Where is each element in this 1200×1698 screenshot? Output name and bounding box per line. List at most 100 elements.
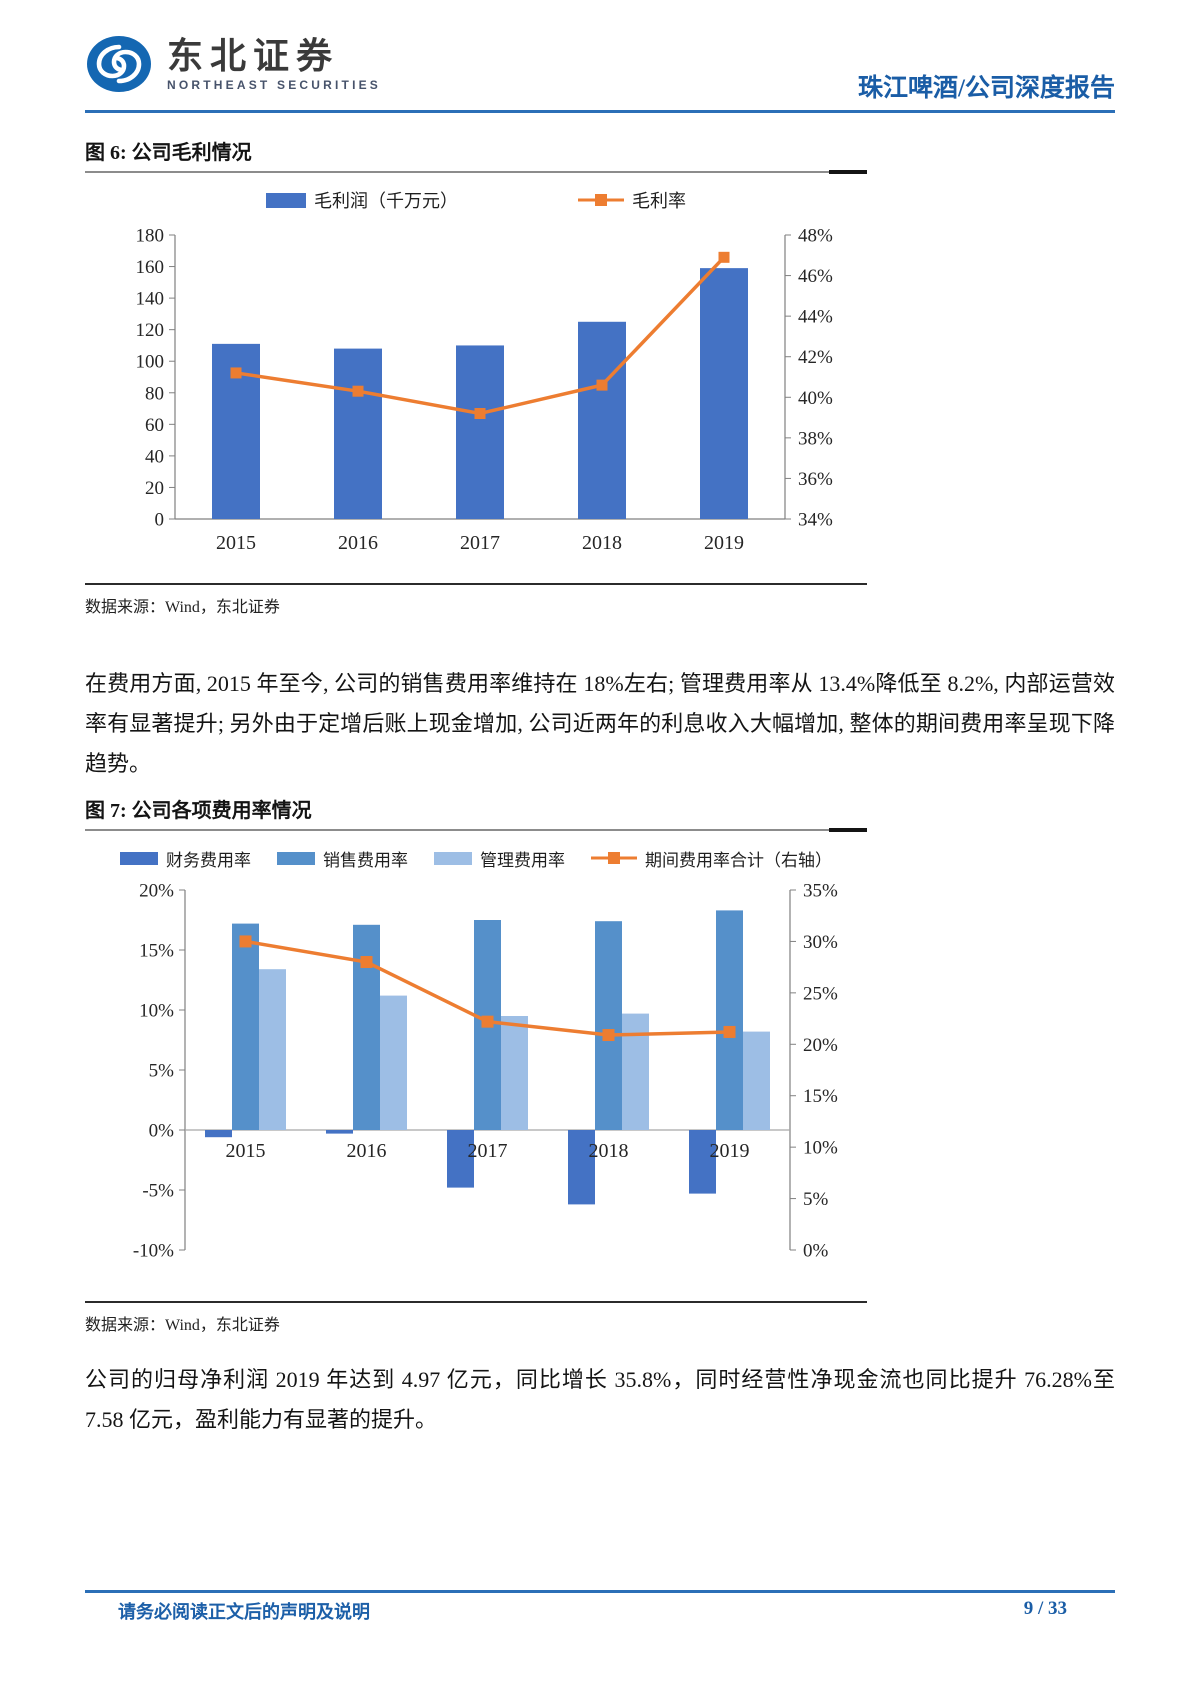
bar bbox=[578, 321, 626, 519]
bar bbox=[595, 921, 622, 1130]
line-marker bbox=[230, 367, 242, 379]
figure6-chart: 0 20 40 60 80 100 120 140 160 180 34% 36% 38% 40% 42% 4… bbox=[136, 226, 834, 555]
page-footer: 请务必阅读正文后的声明及说明 9 / 33 bbox=[85, 1598, 1115, 1624]
right-axis-label: 0% bbox=[803, 1241, 829, 1262]
line-marker bbox=[474, 408, 486, 420]
left-axis-label: 40 bbox=[145, 446, 164, 467]
right-axis-label: 42% bbox=[798, 347, 833, 368]
right-axis-label: 38% bbox=[798, 428, 833, 449]
left-axis-label: 0% bbox=[149, 1121, 175, 1142]
figure7-title: 图 7: 公司各项费用率情况 bbox=[85, 800, 312, 822]
line-marker bbox=[718, 251, 730, 263]
bar bbox=[326, 1130, 353, 1134]
legend-line-marker bbox=[608, 852, 620, 864]
x-axis-label: 2019 bbox=[704, 532, 744, 554]
x-axis-label: 2018 bbox=[589, 1140, 629, 1162]
x-axis-label: 2017 bbox=[460, 532, 500, 554]
left-axis-label: 100 bbox=[136, 352, 165, 373]
legend-bar-swatch bbox=[266, 192, 306, 208]
left-axis-label: 180 bbox=[136, 226, 165, 247]
line-marker bbox=[360, 956, 373, 968]
logo-name-en: NORTHEAST SECURITIES bbox=[167, 78, 382, 92]
right-axis-label: 15% bbox=[803, 1086, 838, 1107]
figure6-title: 图 6: 公司毛利情况 bbox=[85, 142, 252, 164]
x-axis-label: 2016 bbox=[347, 1140, 387, 1162]
bar bbox=[743, 1031, 770, 1130]
legend-item: 财务费用率 bbox=[120, 846, 251, 871]
line-marker bbox=[723, 1025, 736, 1038]
page-header: 东北证券 NORTHEAST SECURITIES 珠江啤酒/公司深度报告 bbox=[85, 34, 1115, 108]
legend-label: 销售费用率 bbox=[323, 850, 408, 870]
line-marker bbox=[481, 1015, 494, 1028]
figure7-legend: 财务费用率 销售费用率 管理费用率 期间费用率合计（右轴） bbox=[85, 845, 867, 871]
bar bbox=[232, 923, 259, 1130]
right-axis-label: 5% bbox=[803, 1189, 829, 1210]
figure6-source: 数据来源：Wind，东北证券 bbox=[85, 599, 280, 616]
left-axis-label: 10% bbox=[139, 1001, 174, 1022]
legend-item: 销售费用率 bbox=[277, 846, 408, 871]
bar bbox=[700, 268, 748, 519]
figure6-legend: 毛利润（千万元） 毛利率 bbox=[85, 187, 867, 213]
bar bbox=[334, 348, 382, 519]
body-paragraph-profit: 公司的归母净利润 2019 年达到 4.97 亿元，同比增长 35.8%，同时经… bbox=[85, 1367, 1115, 1432]
bar bbox=[716, 910, 743, 1130]
bar bbox=[568, 1130, 595, 1205]
left-axis-label: 20% bbox=[139, 881, 174, 902]
bar bbox=[259, 969, 286, 1130]
left-axis-label: 20 bbox=[145, 478, 164, 499]
rule-end-dash bbox=[829, 828, 867, 832]
body-paragraph-expenses: 在费用方面, 2015 年至今, 公司的销售费用率维持在 18%左右; 管理费用… bbox=[85, 671, 1115, 776]
left-axis-label: 60 bbox=[145, 415, 164, 436]
legend-label: 财务费用率 bbox=[166, 850, 251, 870]
right-axis-label: 20% bbox=[803, 1035, 838, 1056]
figure7-title-rule bbox=[85, 828, 867, 832]
right-axis-label: 35% bbox=[803, 881, 838, 902]
left-axis-label: 160 bbox=[136, 257, 165, 278]
right-axis-label: 48% bbox=[798, 226, 833, 247]
line-marker bbox=[239, 935, 252, 948]
figure7-source-rule bbox=[85, 1301, 867, 1303]
rule-end-dash bbox=[829, 170, 867, 174]
legend-bar-swatch bbox=[277, 851, 315, 865]
logo-name-cn: 东北证券 bbox=[167, 35, 340, 76]
page-number: 9 / 33 bbox=[1023, 1598, 1067, 1619]
legend-item: 管理费用率 bbox=[434, 846, 565, 871]
line-marker bbox=[596, 379, 608, 391]
legend-label: 毛利润（千万元） bbox=[314, 191, 458, 211]
left-axis-label: 80 bbox=[145, 383, 164, 404]
legend-label: 毛利率 bbox=[632, 191, 686, 211]
footer-disclaimer: 请务必阅读正文后的声明及说明 bbox=[118, 1602, 370, 1622]
bar bbox=[622, 1013, 649, 1130]
legend-item: 毛利率 bbox=[578, 187, 686, 213]
right-axis-label: 40% bbox=[798, 388, 833, 409]
x-axis-label: 2016 bbox=[338, 532, 378, 554]
left-axis-label: -10% bbox=[133, 1241, 174, 1262]
logo-text: 东北证券 NORTHEAST SECURITIES bbox=[167, 35, 382, 93]
left-axis-label: 140 bbox=[136, 289, 165, 310]
legend-item: 毛利润（千万元） bbox=[266, 187, 458, 213]
figure7-chart: -10% -5% 0% 5% 10% 15% 20% 0% 5% 10% 15% 20% 25% 30% 3… bbox=[133, 881, 838, 1262]
legend-item: 期间费用率合计（右轴） bbox=[591, 846, 832, 871]
figure6-block: 图 6: 公司毛利情况 毛利润（千万元） 毛利率 0 20 40 60 80 100 120 1… bbox=[85, 140, 867, 617]
legend-label: 管理费用率 bbox=[480, 850, 565, 870]
legend-line-marker bbox=[595, 194, 607, 206]
right-axis-label: 34% bbox=[798, 510, 833, 531]
figure7-source: 数据来源：Wind，东北证券 bbox=[85, 1317, 280, 1334]
left-axis-label: 120 bbox=[136, 320, 165, 341]
legend-line-swatch bbox=[591, 852, 637, 864]
line-marker bbox=[352, 385, 364, 397]
right-axis-label: 30% bbox=[803, 932, 838, 953]
x-axis-label: 2018 bbox=[582, 532, 622, 554]
legend-bar-swatch bbox=[120, 851, 158, 865]
bar bbox=[205, 1130, 232, 1138]
bar bbox=[353, 924, 380, 1130]
right-axis-label: 44% bbox=[798, 307, 833, 328]
left-axis-label: 15% bbox=[139, 941, 174, 962]
footer-divider bbox=[85, 1590, 1115, 1593]
legend-bar-swatch bbox=[434, 851, 472, 865]
bar bbox=[456, 345, 504, 519]
northeast-securities-logo-icon bbox=[87, 36, 151, 92]
left-axis-label: 5% bbox=[149, 1061, 175, 1082]
figure6-source-rule bbox=[85, 583, 867, 585]
